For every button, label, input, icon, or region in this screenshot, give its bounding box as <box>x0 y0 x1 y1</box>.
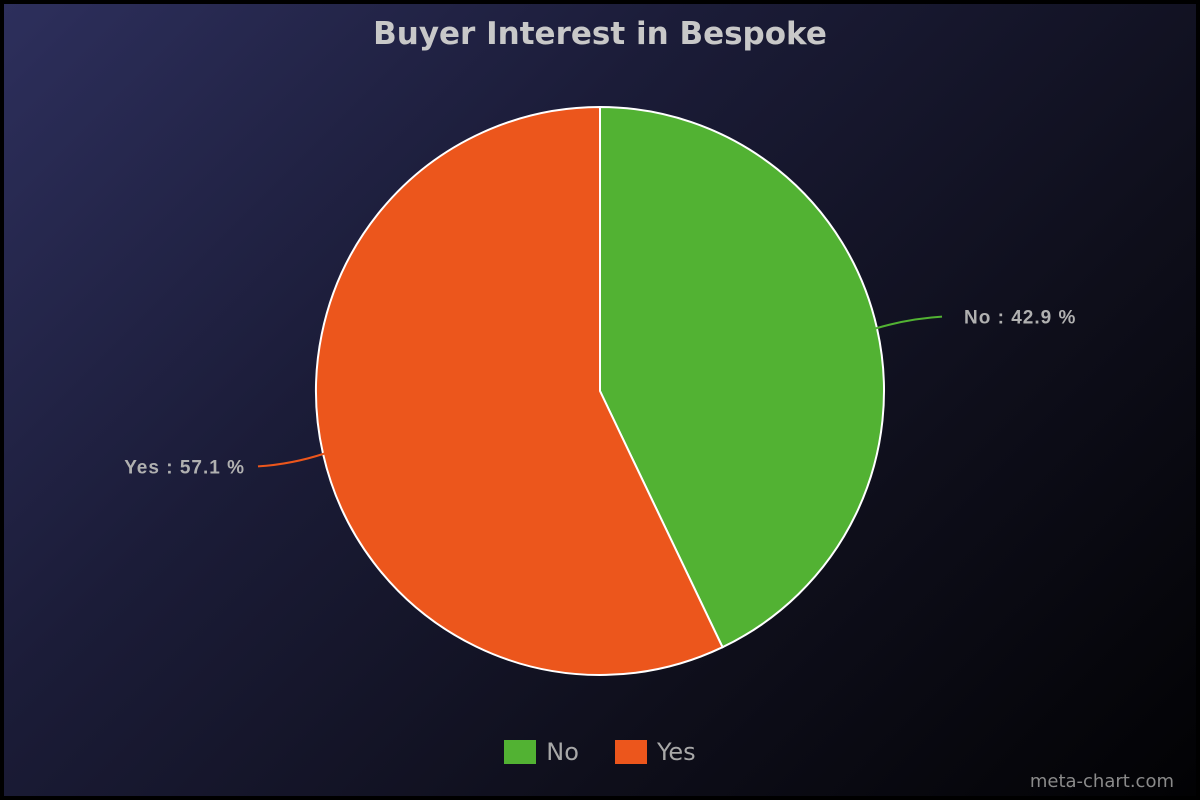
legend-swatch-yes <box>614 740 647 764</box>
data-label-no: No : 42.9 % <box>964 308 1076 329</box>
credit-watermark: meta-chart.com <box>1029 771 1174 792</box>
pie-chart: No : 42.9 % Yes : 57.1 % <box>124 105 1076 676</box>
legend-swatch-no <box>504 740 537 764</box>
chart-title: Buyer Interest in Bespoke <box>373 16 827 52</box>
data-label-yes: Yes : 57.1 % <box>124 457 245 478</box>
legend-item-no[interactable]: No <box>504 738 579 766</box>
legend: No Yes <box>4 738 1196 766</box>
leader-line-yes <box>257 452 326 468</box>
legend-label-no: No <box>546 738 579 766</box>
leader-line-no <box>874 315 943 330</box>
legend-item-yes[interactable]: Yes <box>614 738 696 766</box>
legend-label-yes: Yes <box>656 738 696 766</box>
